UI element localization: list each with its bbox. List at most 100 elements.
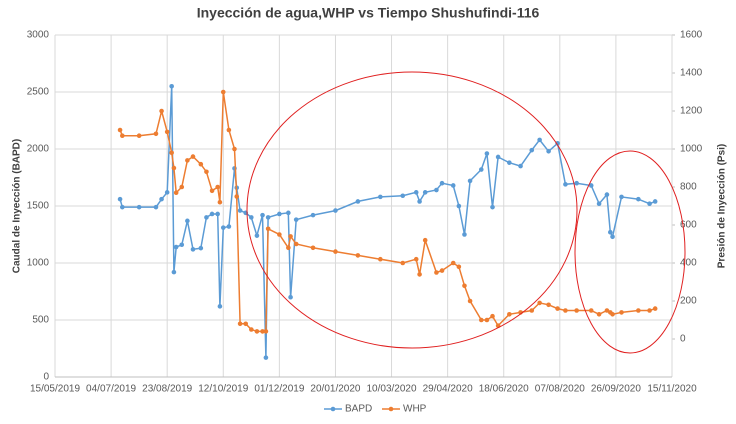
- data-point: [217, 199, 223, 205]
- data-point: [537, 300, 542, 306]
- data-point: [484, 317, 490, 323]
- data-point: [136, 204, 142, 210]
- y-tick-label: 1000: [27, 258, 50, 269]
- data-point: [179, 242, 185, 248]
- y2-tick-label: 0: [680, 334, 686, 345]
- data-point: [198, 161, 204, 167]
- y2-tick-label: 1000: [680, 144, 703, 155]
- data-point: [495, 154, 501, 160]
- data-point: [604, 308, 610, 313]
- data-point: [439, 268, 445, 273]
- data-point: [555, 306, 560, 311]
- annotation-ellipse: [574, 150, 686, 354]
- data-point: [288, 234, 293, 239]
- data-point: [263, 355, 269, 360]
- data-point: [518, 163, 523, 169]
- x-tick-label: 07/08/2020: [535, 384, 585, 395]
- chart-title: Inyección de agua,WHP vs Tiempo Shushufi…: [197, 5, 540, 21]
- data-point: [185, 218, 190, 224]
- data-point: [243, 321, 249, 327]
- data-point: [286, 210, 291, 216]
- data-point: [333, 249, 338, 254]
- data-point: [434, 187, 439, 193]
- data-point: [249, 327, 254, 332]
- y-tick-label: 1500: [27, 201, 50, 212]
- data-point: [120, 133, 125, 138]
- legend-label: WHP: [403, 404, 427, 415]
- data-point: [467, 178, 473, 184]
- data-point: [171, 269, 177, 275]
- x-tick-label: 20/01/2020: [310, 384, 360, 395]
- data-point: [652, 306, 658, 311]
- data-point: [456, 203, 462, 209]
- y-axis-title: Caudal de Inyección (BAPD): [12, 139, 23, 273]
- y2-tick-label: 800: [680, 182, 697, 193]
- data-point: [254, 329, 260, 334]
- x-tick-label: 01/12/2019: [254, 384, 304, 395]
- data-point: [226, 127, 232, 133]
- data-point: [610, 234, 615, 240]
- data-point: [310, 245, 316, 251]
- data-point: [120, 204, 125, 210]
- y-tick-label: 0: [43, 372, 49, 383]
- data-point: [604, 192, 610, 197]
- data-point: [563, 308, 568, 313]
- legend-marker: [330, 406, 336, 412]
- data-point: [171, 165, 177, 171]
- x-tick-label: 15/05/2019: [30, 384, 80, 395]
- data-point: [198, 245, 204, 251]
- data-point: [153, 131, 159, 137]
- data-point: [610, 312, 615, 317]
- data-point: [226, 224, 232, 229]
- data-point: [164, 190, 170, 195]
- x-tick-label: 04/07/2019: [86, 384, 136, 395]
- data-point: [234, 194, 240, 199]
- data-point: [422, 237, 428, 243]
- data-point: [355, 253, 361, 258]
- data-point: [277, 211, 282, 217]
- data-point: [249, 215, 254, 220]
- data-point: [652, 199, 658, 204]
- data-point: [529, 308, 535, 313]
- y2-axis-title: Presión de Inyección (Psi): [717, 144, 728, 268]
- data-point: [209, 211, 215, 217]
- data-point: [588, 183, 594, 188]
- y-tick-label: 500: [32, 315, 49, 326]
- y-tick-label: 3000: [27, 30, 50, 41]
- annotation-ellipse: [246, 71, 578, 349]
- data-point: [169, 84, 174, 89]
- data-point: [237, 321, 243, 327]
- series-line: [119, 91, 656, 333]
- data-point: [588, 308, 594, 313]
- data-point: [117, 196, 123, 202]
- data-point: [277, 232, 282, 237]
- data-point: [439, 180, 445, 186]
- data-point: [293, 217, 299, 222]
- data-point: [563, 182, 568, 187]
- data-point: [450, 183, 456, 188]
- data-point: [204, 169, 209, 175]
- data-point: [136, 133, 142, 138]
- data-point: [619, 194, 624, 200]
- data-point: [413, 256, 419, 262]
- data-point: [333, 208, 338, 213]
- data-point: [478, 317, 484, 323]
- data-point: [417, 199, 422, 204]
- data-point: [260, 329, 265, 334]
- data-point: [173, 244, 179, 250]
- data-point: [507, 312, 512, 317]
- y2-tick-label: 1200: [680, 106, 703, 117]
- data-point: [596, 201, 602, 207]
- data-point: [220, 225, 226, 230]
- data-point: [254, 233, 260, 238]
- series-line: [119, 86, 656, 358]
- data-point: [546, 302, 551, 308]
- data-point: [310, 212, 316, 218]
- x-tick-label: 12/10/2019: [198, 384, 248, 395]
- y-tick-label: 2000: [27, 144, 50, 155]
- y-tick-label: 2500: [27, 87, 50, 98]
- y2-tick-label: 600: [680, 220, 697, 231]
- data-point: [636, 308, 641, 313]
- data-point: [490, 313, 495, 319]
